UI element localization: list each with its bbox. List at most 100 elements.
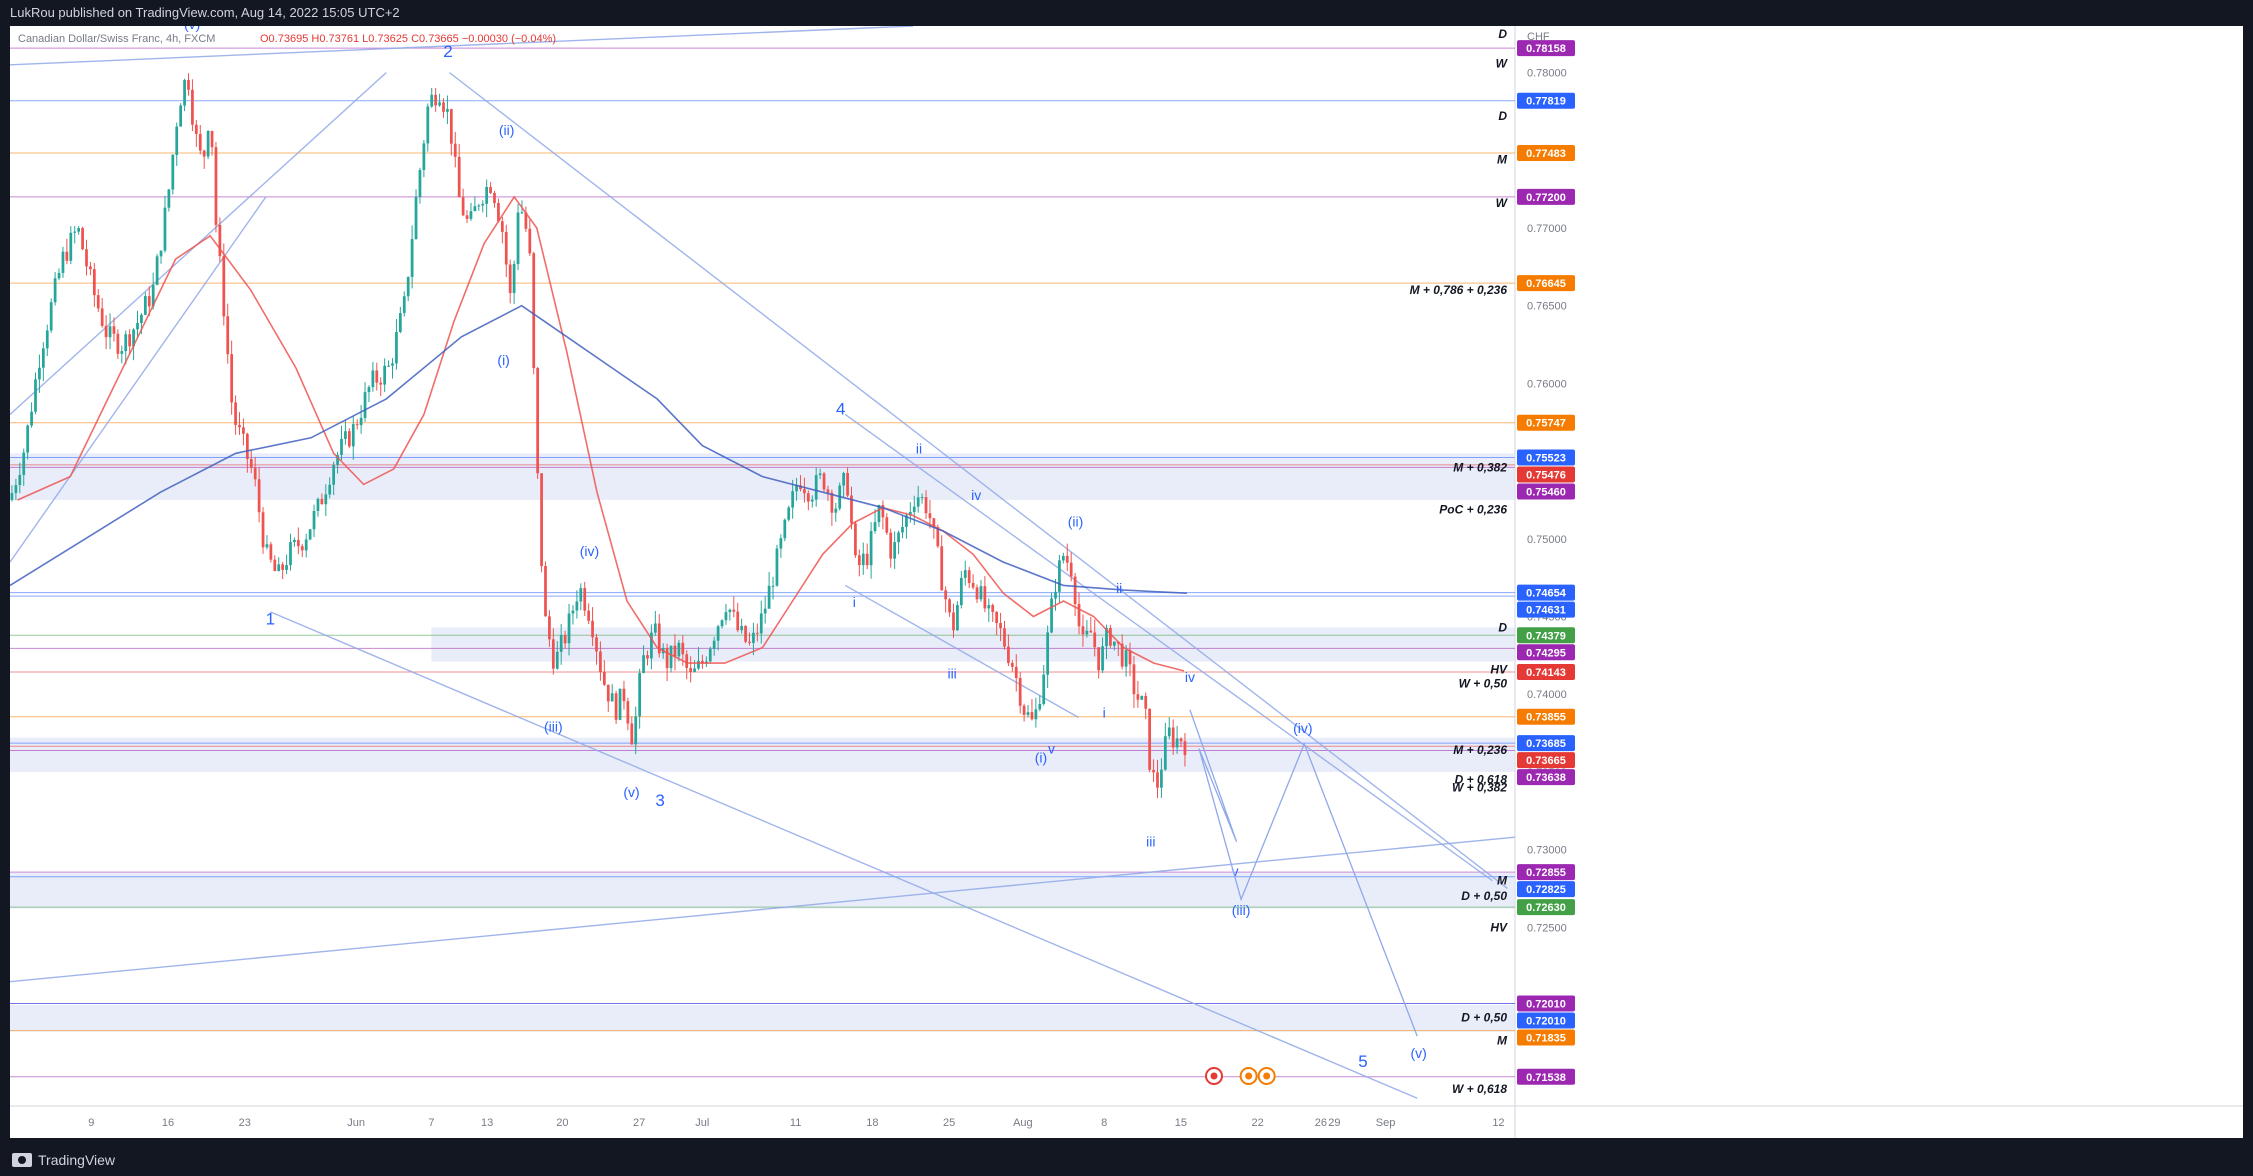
trendline[interactable]	[9, 836, 1516, 983]
candle-body	[901, 526, 904, 533]
candle-body	[143, 296, 147, 315]
candle-body	[312, 510, 316, 530]
candle-body	[14, 485, 18, 494]
candle-body	[673, 645, 677, 657]
price-tag	[1517, 1029, 1575, 1046]
trendline[interactable]	[449, 72, 1508, 890]
candle-body	[65, 251, 69, 261]
moving-average-slow[interactable]	[9, 304, 1187, 594]
wave-label[interactable]: (iii)	[1232, 902, 1251, 918]
candle-body	[442, 102, 445, 112]
candle-body	[1109, 627, 1112, 646]
tradingview-logo[interactable]: TradingView	[12, 1144, 115, 1176]
trendline[interactable]	[270, 611, 1418, 1099]
wave-label[interactable]: (i)	[1035, 750, 1047, 766]
candle-body	[273, 559, 277, 571]
wave-label[interactable]: (v)	[1411, 1045, 1427, 1061]
candle-body	[414, 196, 418, 240]
wave-label[interactable]: (ii)	[499, 122, 515, 138]
wave-label[interactable]: 5	[1358, 1052, 1367, 1071]
price-tag	[1517, 1068, 1575, 1085]
chart-legend-symbol[interactable]: Canadian Dollar/Swiss Franc, 4h, FXCM	[18, 33, 215, 45]
candle-body	[1081, 626, 1085, 635]
candle-body	[363, 392, 367, 418]
price-tag	[1517, 995, 1575, 1012]
level-label: D	[1498, 27, 1507, 41]
price-tag-label: 0.76645	[1526, 278, 1566, 290]
wave-label[interactable]: (v)	[184, 16, 200, 32]
candle-body	[379, 382, 383, 385]
wave-label[interactable]: (i)	[497, 352, 509, 368]
wave-label[interactable]: ii	[916, 440, 922, 456]
candle-body	[473, 206, 477, 212]
candle-body	[1085, 630, 1089, 635]
wave-label[interactable]: ii	[1116, 580, 1122, 596]
wave-label[interactable]: (iv)	[580, 543, 599, 559]
wave-label[interactable]: v	[1232, 863, 1239, 879]
price-tag	[1517, 40, 1575, 57]
candle-body	[795, 485, 798, 492]
price-tick-label: 0.73000	[1527, 845, 1567, 857]
price-tag	[1517, 144, 1575, 161]
wave-label[interactable]: iii	[1146, 833, 1155, 849]
wave-label[interactable]: (ii)	[1068, 513, 1084, 529]
chart-canvas[interactable]: (v)2(ii)(i)14iiiv(iv)i(ii)iiiii(iii)iiv(…	[9, 16, 2243, 1138]
price-axis-panel[interactable]	[1515, 26, 2243, 1106]
candle-body	[724, 612, 728, 621]
wave-label[interactable]: i	[1103, 705, 1106, 721]
time-axis-panel[interactable]	[10, 1106, 2243, 1138]
level-label: W + 0,382	[1452, 780, 1507, 794]
candle-body	[395, 331, 398, 364]
candle-body	[1046, 632, 1050, 675]
wave-label[interactable]: 3	[655, 791, 664, 810]
wave-label[interactable]: (v)	[623, 784, 639, 800]
candle-body	[194, 124, 198, 134]
candle-body	[775, 548, 779, 586]
candle-body	[869, 531, 873, 566]
price-tick-label: 0.78000	[1527, 68, 1567, 80]
candle-body	[198, 133, 202, 151]
wave-label[interactable]: (iv)	[1293, 720, 1312, 736]
candle-body	[548, 616, 551, 640]
trendline[interactable]	[9, 25, 914, 66]
candle-body	[622, 688, 626, 702]
candle-body	[873, 522, 877, 532]
wave-label[interactable]: (iii)	[544, 718, 563, 734]
price-tag-label: 0.75476	[1526, 470, 1566, 482]
moving-average-fast[interactable]	[17, 195, 1185, 672]
price-tag-label: 0.71538	[1526, 1072, 1566, 1084]
candle-body	[238, 424, 241, 428]
price-tag-label: 0.77200	[1526, 192, 1566, 204]
candle-body	[230, 354, 234, 403]
candle-body	[332, 464, 336, 485]
price-tick-label: 0.75000	[1527, 534, 1567, 546]
wave-label[interactable]: 4	[836, 399, 845, 418]
trendline[interactable]	[844, 413, 1493, 882]
candle-body	[461, 197, 465, 216]
projection-path[interactable]	[1189, 709, 1418, 1037]
candle-body	[257, 479, 261, 513]
wave-label[interactable]: 1	[266, 609, 275, 628]
candle-body	[226, 316, 230, 355]
candle-body	[818, 473, 822, 476]
candle-body	[100, 308, 104, 326]
wave-label[interactable]: i	[853, 594, 856, 610]
candle-body	[489, 186, 492, 193]
level-label: D + 0,50	[1461, 1010, 1507, 1024]
candle-body	[457, 156, 461, 198]
wave-label[interactable]: iv	[971, 487, 981, 503]
candle-body	[234, 402, 237, 425]
wave-label[interactable]: v	[1048, 740, 1055, 756]
wave-label[interactable]: iii	[947, 666, 956, 682]
candle-body	[155, 256, 159, 285]
candle-body	[265, 544, 269, 548]
candle-body	[693, 668, 696, 672]
candle-body	[826, 489, 830, 493]
wave-label[interactable]: 2	[443, 42, 452, 61]
level-label: M + 0,236	[1453, 743, 1507, 757]
candle-body	[504, 231, 508, 265]
chart-frame[interactable]: (v)2(ii)(i)14iiiv(iv)i(ii)iiiii(iii)iiv(…	[9, 16, 2243, 1138]
candle-body	[716, 626, 720, 641]
wave-label[interactable]: iv	[1185, 669, 1195, 685]
candle-body	[536, 367, 540, 474]
